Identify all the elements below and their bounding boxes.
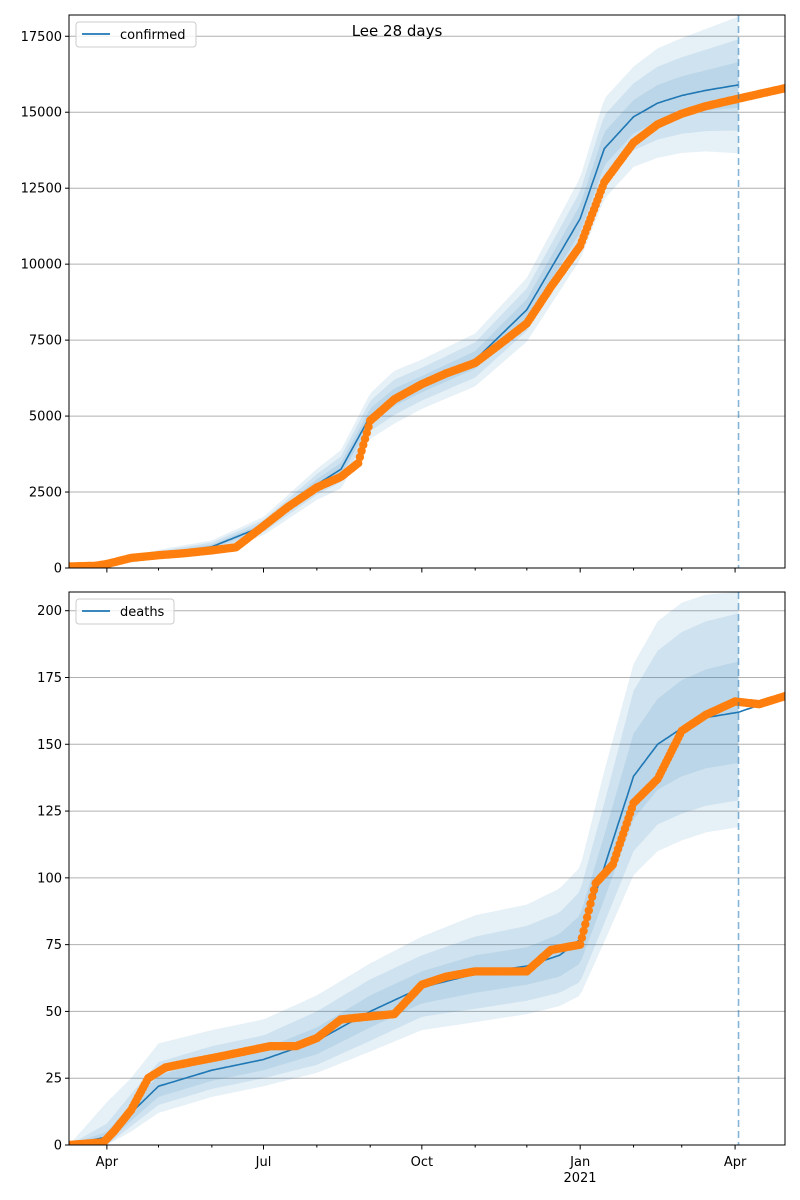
confirmed-legend-box — [75, 21, 197, 48]
deaths-axes-frame — [68, 591, 786, 1146]
deaths-y-tick-label: 175 — [37, 671, 62, 686]
deaths-y-tick-label: 100 — [37, 871, 62, 886]
deaths-x-tick-label: Apr — [96, 1155, 119, 1170]
confirmed-y-tick-label: 7500 — [29, 334, 62, 349]
deaths-observed-point — [780, 692, 785, 701]
deaths-x-axis: Apr Jul Oct Jan Apr — [96, 1145, 747, 1170]
confirmed-band-mid — [69, 39, 739, 568]
deaths-y-tick-label: 0 — [54, 1139, 62, 1154]
confirmed-legend-label: confirmed — [120, 28, 186, 43]
deaths-y-tick-label: 75 — [45, 938, 62, 953]
figure-title: Lee 28 days — [352, 22, 443, 40]
deaths-x-tick-label: Jan — [569, 1155, 590, 1170]
confirmed-y-tick-label: 17500 — [21, 30, 62, 45]
confirmed-y-tick-label: 12500 — [21, 182, 62, 197]
deaths-observed-point — [581, 920, 590, 929]
deaths-y-axis: 0 25 50 75 100 125 150 175 200 — [37, 604, 69, 1154]
deaths-observed-point — [579, 926, 588, 936]
deaths-x-tick-label: Jul — [255, 1155, 272, 1170]
deaths-observed-point — [588, 892, 597, 901]
confirmed-axes-frame — [68, 14, 786, 569]
deaths-legend: deaths — [75, 598, 175, 625]
confirmed-observed-points — [69, 84, 785, 568]
deaths-y-tick-label: 200 — [37, 604, 62, 619]
deaths-band-inner — [69, 661, 739, 1145]
deaths-y-tick-label: 50 — [45, 1005, 62, 1020]
confirmed-panel: 0 2500 5000 7500 10000 12500 15000 17500 Lee 28… — [21, 14, 786, 577]
deaths-observed-point — [576, 940, 585, 949]
deaths-observed-point — [584, 906, 593, 915]
confirmed-bands — [69, 16, 739, 568]
deaths-x-tick-label: Oct — [411, 1155, 433, 1170]
confirmed-y-tick-label: 0 — [54, 562, 62, 577]
confirmed-observed-point — [780, 84, 785, 93]
confirmed-x-axis — [106, 568, 736, 573]
confirmed-legend: confirmed — [75, 21, 197, 48]
deaths-observed-point — [577, 933, 587, 942]
deaths-observed-point — [586, 899, 595, 908]
deaths-x-tick-label: Apr — [724, 1155, 747, 1170]
deaths-observed-point — [582, 913, 592, 922]
deaths-y-tick-label: 125 — [37, 805, 62, 820]
confirmed-band-outer — [69, 16, 739, 568]
deaths-y-tick-label: 150 — [37, 738, 62, 753]
deaths-observed-point — [589, 885, 599, 895]
deaths-legend-label: deaths — [120, 605, 165, 620]
confirmed-band-inner — [69, 62, 739, 568]
year-label: 2021 — [563, 1171, 596, 1186]
confirmed-y-tick-label: 10000 — [21, 258, 62, 273]
confirmed-y-tick-label: 5000 — [29, 410, 62, 425]
confirmed-y-axis: 0 2500 5000 7500 10000 12500 15000 17500 — [21, 30, 69, 577]
deaths-legend-box — [75, 598, 175, 625]
confirmed-y-tick-label: 2500 — [29, 486, 62, 501]
deaths-y-tick-label: 25 — [45, 1072, 62, 1087]
deaths-observed-points — [69, 692, 785, 1145]
confirmed-y-tick-label: 15000 — [21, 106, 62, 121]
deaths-panel: 0 25 50 75 100 125 150 175 200 Apr Jul Oct Jan Apr d… — [37, 591, 786, 1186]
